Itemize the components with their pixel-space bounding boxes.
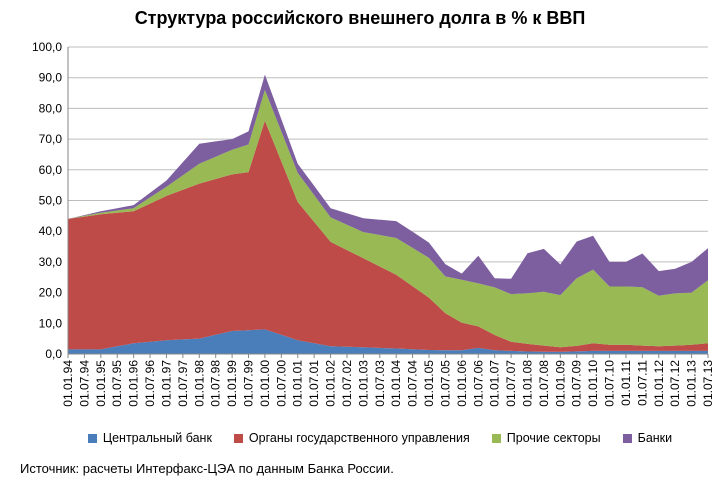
y-tick-label: 10,0 bbox=[39, 316, 63, 330]
x-tick-label: 01.07.07 bbox=[504, 360, 518, 407]
x-tick-label: 01.01.95 bbox=[94, 360, 108, 407]
axes bbox=[67, 47, 709, 358]
y-tick-label: 20,0 bbox=[39, 286, 63, 300]
x-tick-label: 01.01.98 bbox=[192, 360, 206, 407]
y-tick-label: 100,0 bbox=[32, 40, 62, 54]
x-tick-label: 01.07.08 bbox=[537, 360, 551, 407]
x-tick-label: 01.07.96 bbox=[143, 360, 157, 407]
legend-swatch bbox=[87, 433, 97, 443]
y-tick-label: 90,0 bbox=[39, 71, 63, 85]
legend-swatch bbox=[491, 433, 501, 443]
y-tick-label: 50,0 bbox=[39, 194, 63, 208]
x-tick-label: 01.01.06 bbox=[455, 360, 469, 407]
x-tick-label: 01.01.11 bbox=[619, 360, 633, 406]
legend: Центральный банк Органы государственного … bbox=[70, 431, 690, 445]
x-tick-label: 01.07.03 bbox=[373, 360, 387, 407]
y-tick-label: 40,0 bbox=[39, 224, 63, 238]
x-tick-label: 01.01.08 bbox=[520, 360, 534, 407]
source-note: Источник: расчеты Интерфакс-ЦЭА по данны… bbox=[20, 461, 394, 476]
y-tick-label: 70,0 bbox=[39, 132, 63, 146]
y-tick-label: 0,0 bbox=[45, 347, 62, 361]
legend-item-3: Прочие секторы bbox=[491, 431, 601, 445]
x-tick-label: 01.07.98 bbox=[209, 360, 223, 407]
y-tick-label: 80,0 bbox=[39, 101, 63, 115]
x-tick-label: 01.07.99 bbox=[242, 360, 256, 407]
area-series bbox=[68, 74, 708, 354]
legend-swatch bbox=[233, 433, 243, 443]
legend-item-4: Банки bbox=[622, 431, 673, 445]
chart-title: Структура российского внешнего долга в %… bbox=[134, 8, 586, 28]
area-series-2 bbox=[68, 120, 708, 352]
legend-label: Прочие секторы bbox=[506, 431, 601, 445]
x-tick-label: 01.01.03 bbox=[356, 360, 370, 407]
x-tick-label: 01.07.12 bbox=[668, 360, 682, 407]
x-tick-label: 01.01.13 bbox=[685, 360, 699, 407]
x-tick-label: 01.07.00 bbox=[274, 360, 288, 407]
x-tick-labels: 01.01.94 01.07.94 01.01.95 01.07.95 01.01.96… bbox=[61, 360, 715, 407]
x-tick-label: 01.07.94 bbox=[77, 360, 91, 407]
x-tick-label: 01.07.10 bbox=[603, 360, 617, 407]
x-tick-label: 01.07.06 bbox=[471, 360, 485, 407]
area-series-1 bbox=[68, 329, 708, 354]
x-tick-label: 01.07.11 bbox=[635, 360, 649, 406]
x-tick-label: 01.01.94 bbox=[61, 360, 75, 407]
x-tick-label: 01.01.00 bbox=[258, 360, 272, 407]
x-tick-label: 01.01.10 bbox=[586, 360, 600, 407]
y-tick-label: 30,0 bbox=[39, 255, 63, 269]
x-tick-label: 01.07.09 bbox=[570, 360, 584, 407]
x-tick-label: 01.01.99 bbox=[225, 360, 239, 407]
legend-label: Центральный банк bbox=[102, 431, 212, 445]
legend-label: Банки bbox=[637, 431, 673, 445]
x-tick-label: 01.07.97 bbox=[176, 360, 190, 407]
x-tick-label: 01.01.07 bbox=[488, 360, 502, 407]
legend-item-2: Органы государственного управления bbox=[233, 431, 470, 445]
x-tick-label: 01.01.04 bbox=[389, 360, 403, 407]
x-tick-label: 01.01.97 bbox=[159, 360, 173, 407]
x-tick-label: 01.01.02 bbox=[324, 360, 338, 407]
legend-item-1: Центральный банк bbox=[87, 431, 212, 445]
x-tick-label: 01.01.05 bbox=[422, 360, 436, 407]
x-tick-label: 01.07.05 bbox=[438, 360, 452, 407]
legend-label: Органы государственного управления bbox=[248, 431, 470, 445]
area-series-3 bbox=[68, 90, 708, 348]
x-tick-label: 01.07.13 bbox=[701, 360, 715, 407]
x-tick-label: 01.07.01 bbox=[307, 360, 321, 407]
x-tick-label: 01.07.04 bbox=[406, 360, 420, 407]
x-tick-label: 01.01.09 bbox=[553, 360, 567, 407]
x-tick-label: 01.07.02 bbox=[340, 360, 354, 407]
x-tick-label: 01.07.95 bbox=[110, 360, 124, 407]
y-tick-labels: 0,0 10,0 20,0 30,0 40,0 50,0 60,0 70,0 80,0 90,0 1… bbox=[32, 40, 62, 361]
x-tick-label: 01.01.01 bbox=[291, 360, 305, 407]
area-series-4 bbox=[68, 74, 708, 296]
x-tick-label: 01.01.96 bbox=[127, 360, 141, 407]
legend-swatch bbox=[622, 433, 632, 443]
x-tick-label: 01.01.12 bbox=[652, 360, 666, 407]
y-tick-label: 60,0 bbox=[39, 163, 63, 177]
